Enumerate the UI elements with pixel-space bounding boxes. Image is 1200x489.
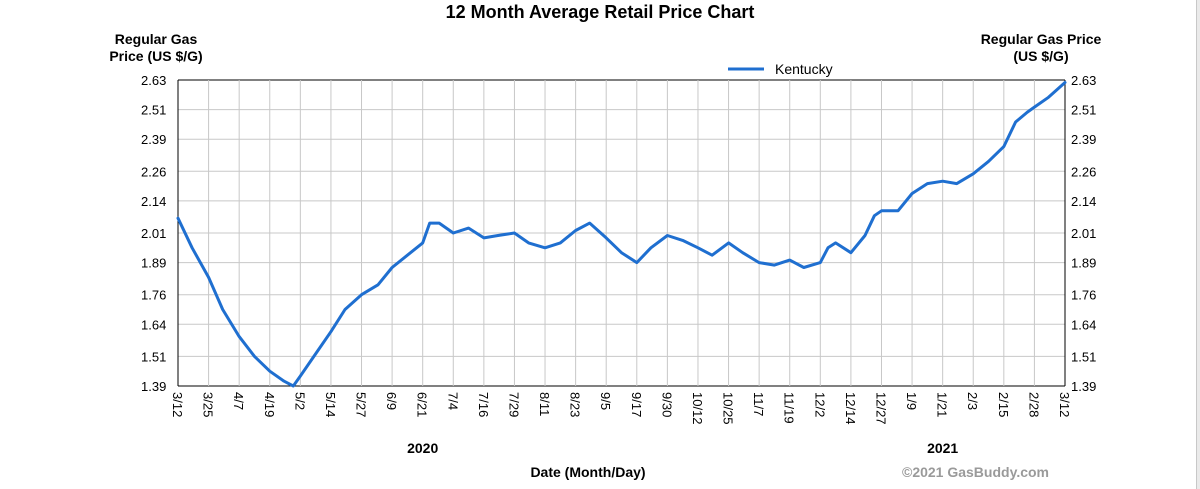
x-tick-label: 2/15 [996,392,1011,417]
y-tick-label-right: 1.76 [1071,288,1096,303]
x-tick-label: 7/4 [445,392,460,410]
x-tick-label: 6/21 [415,392,430,417]
y-tick-label-right: 1.64 [1071,317,1096,332]
x-tick-label: 3/12 [1057,392,1072,417]
y-tick-label-left: 1.39 [141,379,166,394]
x-tick-label: 12/27 [873,392,888,425]
y-tick-label-left: 2.26 [141,164,166,179]
y-ticks-left: 1.39 1.51 1.64 1.76 1.89 2.01 2.14 2.26 2.39 2.51… [141,73,166,394]
y-tick-label-right: 2.39 [1071,132,1096,147]
x-tick-label: 9/30 [659,392,674,417]
year-label-2020: 2020 [407,440,439,456]
y-axis-title-right: Regular Gas Price (US $/G) [980,31,1102,64]
y-tick-label-left: 1.64 [141,317,166,332]
chart-title: 12 Month Average Retail Price Chart [445,2,755,22]
x-tick-label: 5/14 [323,392,338,417]
year-label-2021: 2021 [927,440,959,456]
x-tick-label: 7/16 [476,392,491,417]
y-ticks-right: 1.39 1.51 1.64 1.76 1.89 2.01 2.14 2.26 2.39 2.51… [1071,73,1096,394]
y-tick-label-left: 2.51 [141,103,166,118]
y-tick-label-right: 2.63 [1071,73,1096,88]
y-tick-label-right: 1.89 [1071,256,1096,271]
x-tick-label: 9/5 [598,392,613,410]
legend-label: Kentucky [775,61,833,77]
x-tick-label: 9/17 [629,392,644,417]
y-tick-label-left: 2.14 [141,194,166,209]
x-tick-label: 7/29 [506,392,521,417]
y-tick-label-right: 2.14 [1071,194,1096,209]
x-ticks: 3/12 3/25 4/7 4/19 5/2 5/14 5/27 6/9 6/21 7/4 7/16… [170,392,1072,425]
y-tick-label-left: 2.39 [141,132,166,147]
x-tick-label: 8/23 [568,392,583,417]
x-tick-label: 12/2 [812,392,827,417]
x-tick-label: 4/19 [262,392,277,417]
x-tick-label: 5/27 [354,392,369,417]
series-line-kentucky [176,81,1067,388]
x-tick-label: 11/19 [782,392,797,424]
series-layer [176,81,1067,388]
x-tick-label: 3/25 [201,392,216,417]
y-tick-label-left: 1.76 [141,288,166,303]
x-tick-label: 6/9 [384,392,399,410]
y-tick-label-left: 2.01 [141,226,166,241]
y-tick-label-left: 2.63 [141,73,166,88]
y-tick-label-right: 2.26 [1071,164,1096,179]
x-axis-title: Date (Month/Day) [530,464,646,480]
y-tick-label-left: 1.89 [141,256,166,271]
copyright-text: ©2021 GasBuddy.com [902,464,1049,480]
x-tick-label: 11/7 [751,392,766,416]
y-tick-label-left: 1.51 [141,349,166,364]
x-tick-label: 10/12 [690,392,705,425]
legend: Kentucky [728,61,833,77]
x-tick-label: 3/12 [170,392,185,417]
x-tick-label: 2/28 [1026,392,1041,417]
y-axis-title-left: Regular Gas Price (US $/G) [109,31,203,64]
y-tick-label-right: 2.51 [1071,103,1096,118]
x-tick-label: 4/7 [231,392,246,410]
y-tick-label-right: 1.39 [1071,379,1096,394]
grid-lines [177,79,1066,387]
x-tick-label: 5/2 [292,392,307,410]
x-tick-label: 12/14 [843,392,858,425]
x-tick-label: 8/11 [537,392,552,416]
x-tick-label: 10/25 [721,392,736,425]
window-edge [1196,0,1200,489]
y-tick-label-right: 1.51 [1071,349,1096,364]
x-tick-label: 1/9 [904,392,919,410]
x-tick-label: 2/3 [965,392,980,410]
y-tick-label-right: 2.01 [1071,226,1096,241]
x-tick-label: 1/21 [935,392,950,417]
